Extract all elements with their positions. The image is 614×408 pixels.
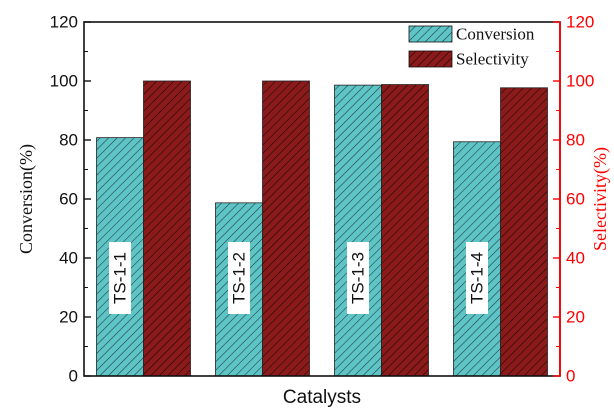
legend-label-conversion: Conversion (456, 25, 535, 44)
y-axis-title-right: Selectivity(%) (590, 147, 611, 251)
category-label-box (347, 242, 369, 314)
category-label: TS-1-3 (349, 252, 368, 304)
left-tick-label: 0 (69, 367, 78, 386)
right-tick-label: 0 (566, 367, 575, 386)
left-tick-label: 80 (59, 131, 78, 150)
bar-selectivity-ts-1-1 (143, 80, 191, 377)
legend-swatch-conversion (408, 25, 453, 43)
x-axis-title: Catalysts (283, 387, 361, 408)
category-label: TS-1-1 (111, 252, 130, 304)
left-tick-label: 40 (59, 249, 78, 268)
right-tick-label: 40 (566, 249, 585, 268)
category-label: TS-1-4 (468, 252, 487, 304)
left-tick-label: 20 (59, 308, 78, 327)
right-tick-label: 60 (566, 190, 585, 209)
legend-swatch-selectivity (408, 50, 453, 68)
legend-label-selectivity: Selectivity (456, 50, 529, 69)
bar-selectivity-ts-1-4 (500, 87, 548, 377)
right-axis-ticks: 0 20 40 60 80 100 120 (553, 13, 594, 386)
category-label-box (228, 242, 250, 314)
left-axis-ticks: 0 20 40 60 80 100 120 (50, 13, 91, 386)
bar-selectivity-ts-1-2 (262, 80, 310, 377)
right-tick-label: 100 (566, 72, 594, 91)
left-tick-label: 60 (59, 190, 78, 209)
bar-conversion-ts-1-3 (334, 84, 382, 377)
right-tick-label: 120 (566, 13, 594, 32)
right-tick-label: 20 (566, 308, 585, 327)
legend: Conversion Selectivity (408, 25, 535, 69)
bars-group (96, 80, 548, 377)
left-tick-label: 100 (50, 72, 78, 91)
left-tick-label: 120 (50, 13, 78, 32)
category-label-box (109, 242, 131, 314)
bar-selectivity-ts-1-3 (381, 84, 429, 377)
category-label: TS-1-2 (230, 252, 249, 304)
y-axis-title-left: Conversion(%) (16, 144, 37, 254)
right-tick-label: 80 (566, 131, 585, 150)
category-labels-group: TS-1-1 TS-1-2 TS-1-3 TS-1-4 (109, 242, 488, 314)
category-label-box (466, 242, 488, 314)
